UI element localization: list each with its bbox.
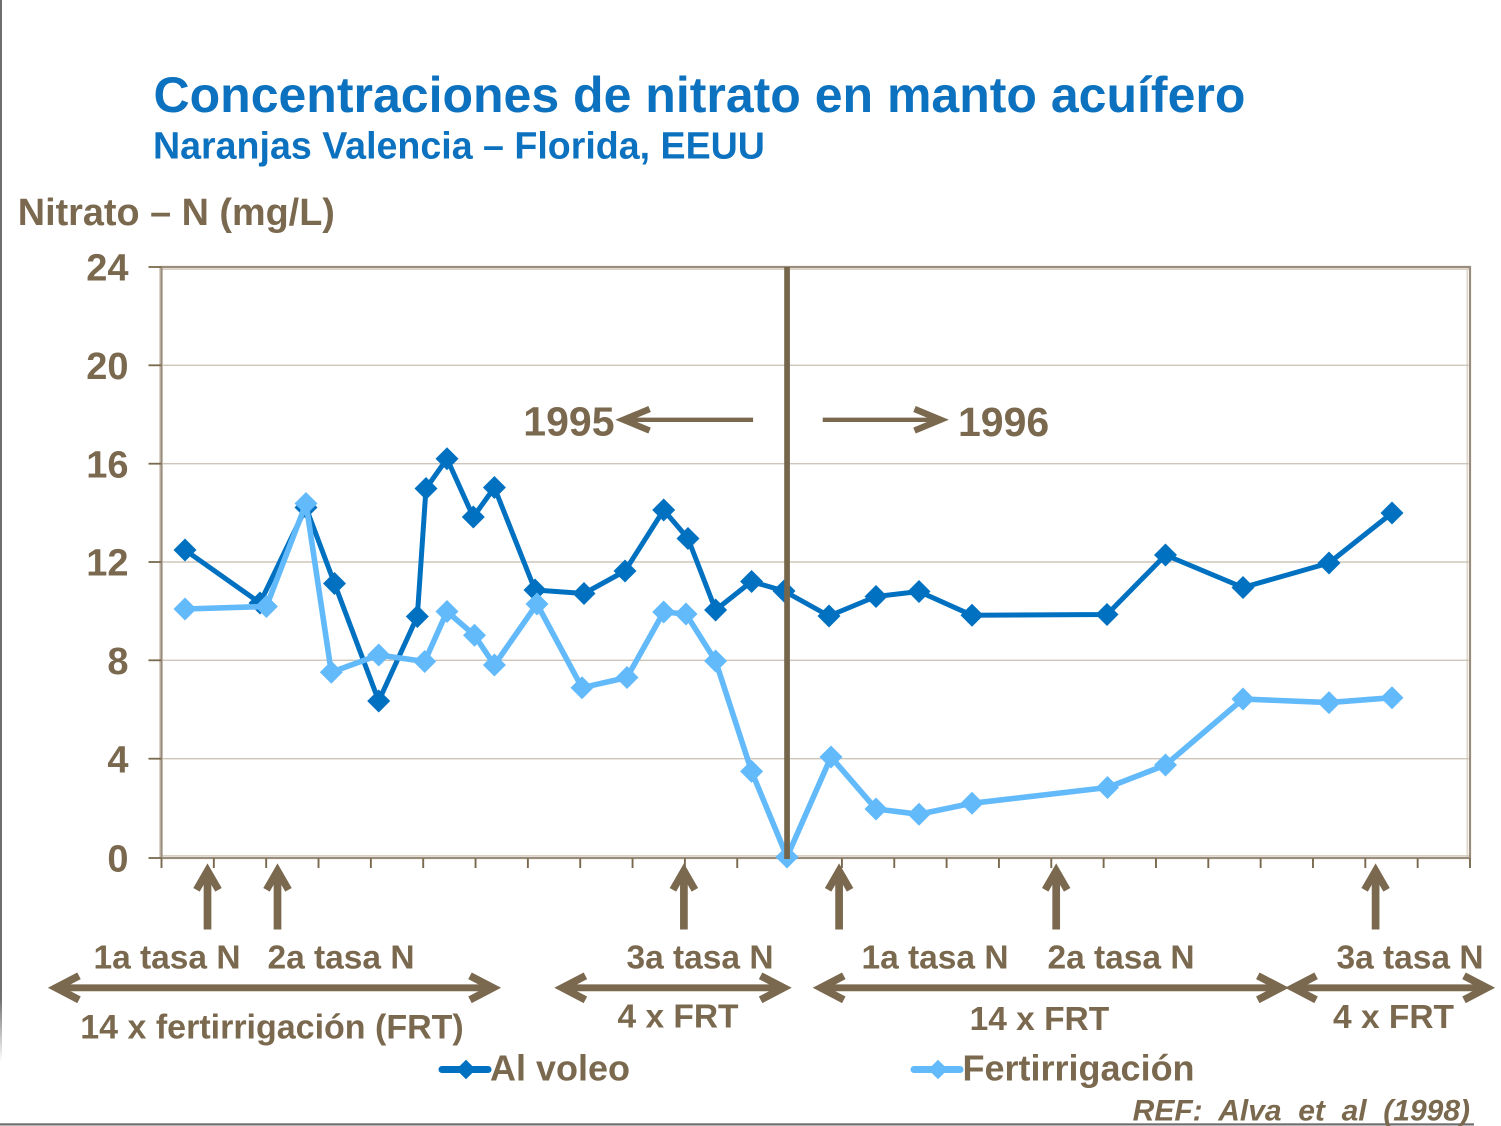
svg-text:14 x fertirrigación (FRT): 14 x fertirrigación (FRT) (80, 1009, 464, 1047)
svg-text:Naranjas Valencia – Florida, E: Naranjas Valencia – Florida, EEUU (153, 125, 765, 167)
svg-text:24: 24 (86, 248, 128, 290)
svg-text:Al voleo: Al voleo (490, 1048, 630, 1089)
svg-text:Nitrato – N (mg/L): Nitrato – N (mg/L) (18, 192, 335, 234)
svg-text:1a tasa N: 1a tasa N (861, 940, 1008, 977)
svg-text:3a tasa N: 3a tasa N (626, 940, 773, 977)
svg-text:4 x FRT: 4 x FRT (1333, 999, 1455, 1036)
svg-text:12: 12 (86, 543, 128, 585)
svg-text:8: 8 (107, 641, 128, 683)
svg-text:14 x FRT: 14 x FRT (970, 1001, 1110, 1038)
svg-text:20: 20 (86, 346, 128, 388)
svg-text:2a tasa N: 2a tasa N (1047, 940, 1194, 977)
svg-text:Fertirrigación: Fertirrigación (963, 1048, 1195, 1089)
svg-text:16: 16 (86, 444, 128, 486)
svg-text:1996: 1996 (958, 399, 1049, 445)
svg-text:2a tasa N: 2a tasa N (267, 940, 414, 977)
svg-text:3a tasa N: 3a tasa N (1336, 940, 1483, 977)
svg-text:Concentraciones de nitrato en: Concentraciones de nitrato en manto acuí… (154, 67, 1246, 123)
svg-text:1a tasa N: 1a tasa N (93, 940, 240, 977)
svg-text:1995: 1995 (523, 399, 614, 445)
svg-text:4: 4 (107, 739, 128, 781)
svg-text:0: 0 (107, 839, 128, 881)
svg-text:4 x FRT: 4 x FRT (618, 999, 740, 1036)
svg-text:REF: Alva et al (1998): REF: Alva et al (1998) (1133, 1095, 1470, 1126)
